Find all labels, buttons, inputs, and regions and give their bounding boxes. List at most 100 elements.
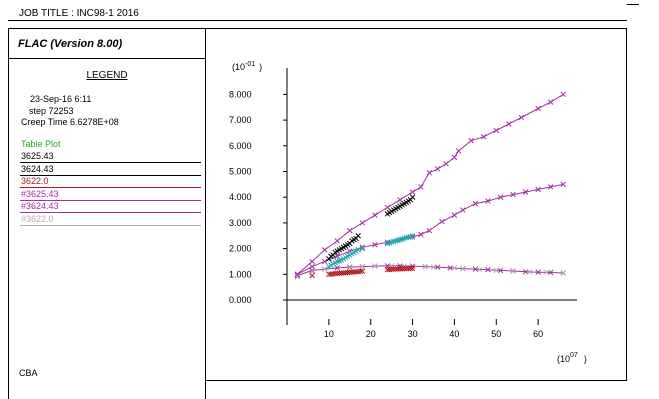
data-point [409,189,416,195]
chart-bottom-border [206,380,627,381]
x-tick-label: 60 [533,329,543,339]
data-point [460,207,466,213]
data-point [535,269,541,275]
data-point [447,265,453,271]
y-scale-label: (10-01) [232,61,262,72]
data-point [468,137,474,144]
data-point [405,265,412,272]
x-tick-label: 20 [366,329,376,339]
data-point [344,269,351,276]
y-tick-label: 8.000 [229,89,252,99]
x-scale-label: (1007) [557,352,587,364]
data-point [359,245,366,252]
data-point [321,247,328,253]
y-tick-label: 5.000 [229,167,252,177]
data-point [294,272,301,279]
data-point [405,234,412,240]
data-point [397,197,403,203]
data-point [372,212,378,218]
y-tick-label: 4.000 [229,192,252,202]
data-point [372,241,378,248]
data-point [535,186,541,193]
data-point [547,184,554,190]
y-tick-label: 7.000 [229,115,252,125]
table-plot-row-label: #3622.0 [21,213,54,224]
data-point [359,220,366,226]
data-point [485,198,491,204]
data-point [527,268,533,275]
data-point [294,274,301,280]
data-point [390,266,397,272]
data-point [543,269,550,275]
data-point [510,268,516,274]
x-tick-label: 10 [324,329,334,339]
data-point [336,270,343,277]
legend-title: LEGEND [86,70,128,81]
legend-date: 23-Sep-16 6:11 [30,94,92,104]
data-point [451,154,458,161]
x-tick-label: 30 [408,329,418,339]
x-tick-label: 50 [491,329,501,339]
data-point [347,264,353,270]
data-point [460,265,466,272]
data-point [355,247,361,253]
table-plot-row: 3625.43 [20,150,201,163]
table-plot-row: #3622.0 [20,213,201,226]
table-plot-row: #3624.43 [20,200,201,213]
y-tick-label: 1.000 [229,269,252,279]
data-point [409,194,416,200]
data-point [397,266,403,272]
data-point [347,269,353,275]
data-point [399,266,405,272]
footer-code: CBA [19,368,38,378]
x-tick-label: 40 [449,329,459,339]
data-point [493,267,500,274]
y-tick-label: 3.000 [229,218,252,228]
data-point [384,204,391,211]
table-plot-row-label: #3624.43 [21,201,59,211]
table-plot-row-line [20,187,201,188]
data-point [384,266,391,273]
job-title: JOB TITLE : INC98-1 2016 [19,8,139,19]
data-point [497,194,504,200]
data-point [480,134,487,140]
data-point [347,265,353,271]
data-point [393,266,399,272]
data-point [535,105,541,112]
data-point [359,268,366,274]
data-point [547,269,554,276]
data-point [455,148,462,154]
data-point [395,266,401,272]
table-plot-row-line [20,174,201,176]
data-point [510,191,516,198]
data-point [321,258,328,265]
table-plot-row: #3625.43 [20,188,201,201]
data-point [451,265,458,271]
data-point [426,170,433,176]
y-tick-label: 6.000 [229,141,252,151]
data-point [332,270,338,277]
data-point [451,212,458,218]
table-plot-row-line [20,212,201,213]
data-point [321,266,328,272]
data-point [403,265,410,272]
data-point [439,218,445,225]
data-point [334,253,340,260]
data-point [409,232,416,239]
legend-step: step 72253 [29,106,74,116]
data-point [418,231,424,238]
data-point [434,166,441,172]
data-point [407,265,414,272]
data-point [497,267,504,274]
data-point [409,234,416,240]
table-plot-row-line [20,224,201,226]
table-plot-label: Table Plot [21,139,61,149]
table-plot-row-line [20,199,201,201]
data-point [330,271,336,277]
data-point [409,265,416,272]
data-point [476,266,483,273]
data-point [426,227,433,234]
table-plot-row: 3624.43 [20,163,201,176]
y-tick-label: 0.000 [229,295,252,305]
data-point [560,181,567,188]
